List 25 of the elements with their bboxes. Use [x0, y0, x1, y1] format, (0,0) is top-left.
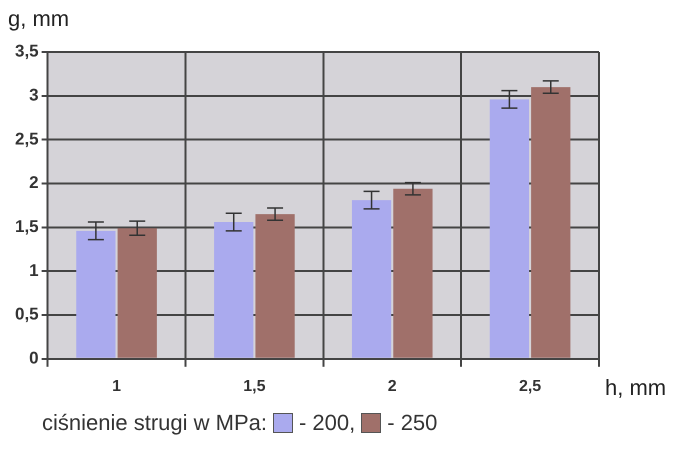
- y-tick-label: 0: [29, 348, 39, 368]
- y-tick-label: 1,5: [14, 217, 39, 236]
- y-tick-label: 2,5: [14, 129, 39, 148]
- legend-label: - 250: [387, 410, 438, 436]
- x-axis-title: h, mm: [605, 374, 666, 400]
- x-tick-label: 1,5: [243, 378, 266, 395]
- bar: [490, 99, 530, 358]
- legend-title: ciśnienie strugi w MPa:: [42, 410, 267, 436]
- y-tick-label: 0,5: [14, 304, 39, 324]
- legend-label: - 200,: [298, 410, 356, 436]
- bar: [255, 214, 295, 358]
- bar: [76, 230, 116, 358]
- x-tick-label: 2: [388, 378, 397, 395]
- x-tick-label: 1: [112, 378, 122, 395]
- bar: [393, 188, 433, 358]
- y-tick-label: 3,5: [14, 42, 39, 61]
- x-tick-label: 2,5: [518, 378, 542, 395]
- y-tick-label: 3: [29, 86, 39, 105]
- y-tick-label: 2: [29, 173, 39, 192]
- bar: [118, 228, 157, 358]
- bar: [352, 200, 392, 358]
- bar: [531, 87, 570, 358]
- bar: [214, 222, 254, 358]
- y-tick-label: 1: [29, 260, 39, 280]
- y-axis-title: g, mm: [8, 6, 70, 31]
